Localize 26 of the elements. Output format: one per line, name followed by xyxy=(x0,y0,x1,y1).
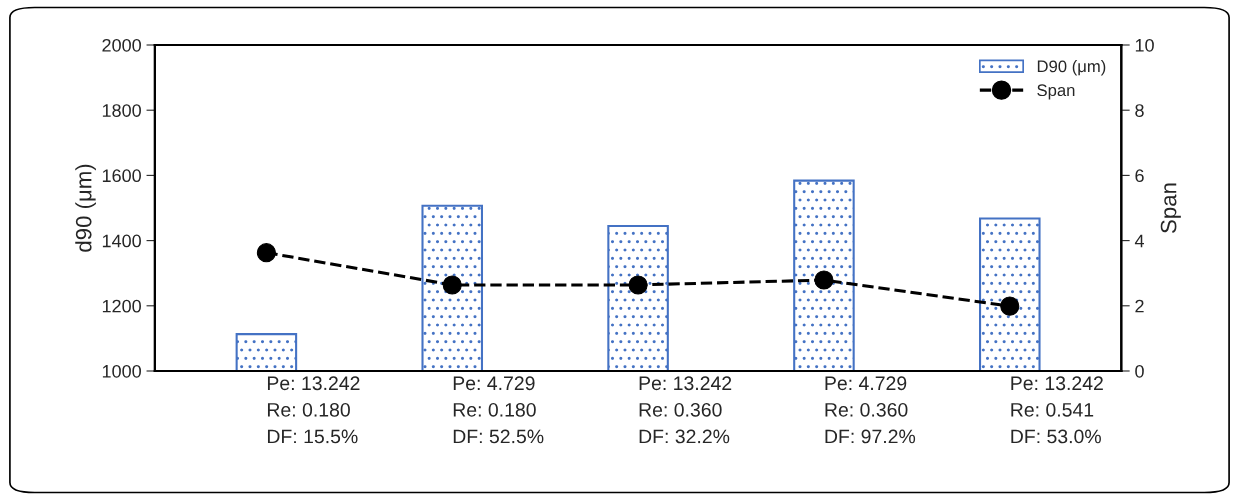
point xyxy=(442,275,462,295)
y-tick-label: 1200 xyxy=(102,299,141,313)
x-tick-label: Pe: 4.729 Re: 0.180 DF: 52.5% xyxy=(453,376,544,444)
y2-tick-label: 10 xyxy=(1135,38,1154,52)
point xyxy=(1000,296,1020,316)
point xyxy=(814,270,834,290)
point xyxy=(256,243,276,263)
y-tick-label: 1000 xyxy=(102,364,141,378)
y2-tick-label: 4 xyxy=(1134,234,1144,248)
y-tick-label: 1800 xyxy=(102,104,141,117)
y-tick-label: 1600 xyxy=(102,169,141,183)
y2-axis-title: Span xyxy=(1160,183,1181,233)
x-tick-label: Pe: 13.242 Re: 0.360 DF: 32.2% xyxy=(639,376,732,444)
y2-tick-label: 0 xyxy=(1135,364,1144,378)
y2-tick-label: 6 xyxy=(1135,169,1144,183)
x-tick-label: Pe: 4.729 Re: 0.360 DF: 97.2% xyxy=(825,376,916,444)
legend-label: D90 (μm) xyxy=(1037,60,1106,76)
x-tick-label: Pe: 13.242 Re: 0.541 DF: 53.0% xyxy=(1011,376,1103,444)
y2-tick-label: 2 xyxy=(1135,299,1144,313)
y2-tick-label: 8 xyxy=(1135,104,1144,117)
y-axis-title: d90 (μm) xyxy=(75,164,96,252)
legend-label: Span xyxy=(1037,84,1075,100)
y-tick-label: 1400 xyxy=(102,234,141,248)
point xyxy=(628,275,648,295)
x-tick-label: Pe: 13.242 Re: 0.180 DF: 15.5% xyxy=(267,376,360,444)
y-tick-label: 2000 xyxy=(102,38,141,52)
